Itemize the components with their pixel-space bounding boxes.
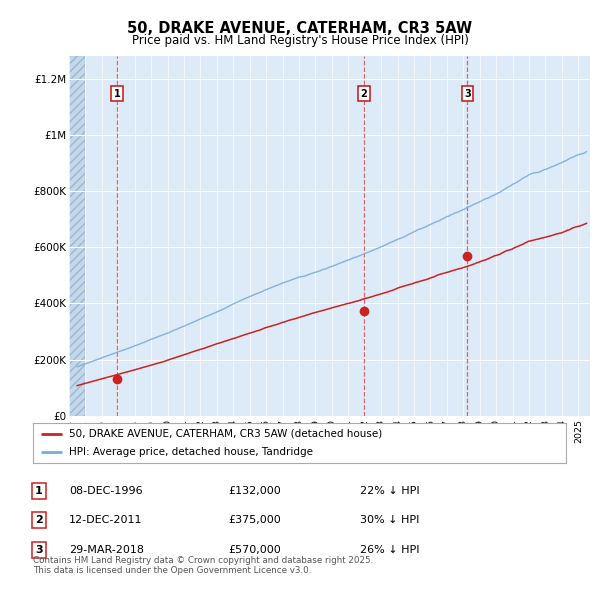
Text: 50, DRAKE AVENUE, CATERHAM, CR3 5AW: 50, DRAKE AVENUE, CATERHAM, CR3 5AW (127, 21, 473, 36)
Text: 3: 3 (464, 89, 471, 99)
Bar (69, 56, 85, 416)
Text: 2: 2 (361, 89, 367, 99)
Text: 50, DRAKE AVENUE, CATERHAM, CR3 5AW (detached house): 50, DRAKE AVENUE, CATERHAM, CR3 5AW (det… (69, 429, 382, 439)
Text: 08-DEC-1996: 08-DEC-1996 (69, 486, 143, 496)
Text: £570,000: £570,000 (228, 545, 281, 555)
Text: £375,000: £375,000 (228, 516, 281, 525)
Text: 26% ↓ HPI: 26% ↓ HPI (360, 545, 419, 555)
Text: 22% ↓ HPI: 22% ↓ HPI (360, 486, 419, 496)
Text: 12-DEC-2011: 12-DEC-2011 (69, 516, 143, 525)
Text: 1: 1 (35, 486, 43, 496)
Text: Price paid vs. HM Land Registry's House Price Index (HPI): Price paid vs. HM Land Registry's House … (131, 34, 469, 47)
Text: HPI: Average price, detached house, Tandridge: HPI: Average price, detached house, Tand… (69, 447, 313, 457)
Text: 3: 3 (35, 545, 43, 555)
Text: 2: 2 (35, 516, 43, 525)
Text: £132,000: £132,000 (228, 486, 281, 496)
Text: Contains HM Land Registry data © Crown copyright and database right 2025.
This d: Contains HM Land Registry data © Crown c… (33, 556, 373, 575)
Text: 30% ↓ HPI: 30% ↓ HPI (360, 516, 419, 525)
Bar (69, 56, 85, 416)
Text: 29-MAR-2018: 29-MAR-2018 (69, 545, 144, 555)
Text: 1: 1 (114, 89, 121, 99)
